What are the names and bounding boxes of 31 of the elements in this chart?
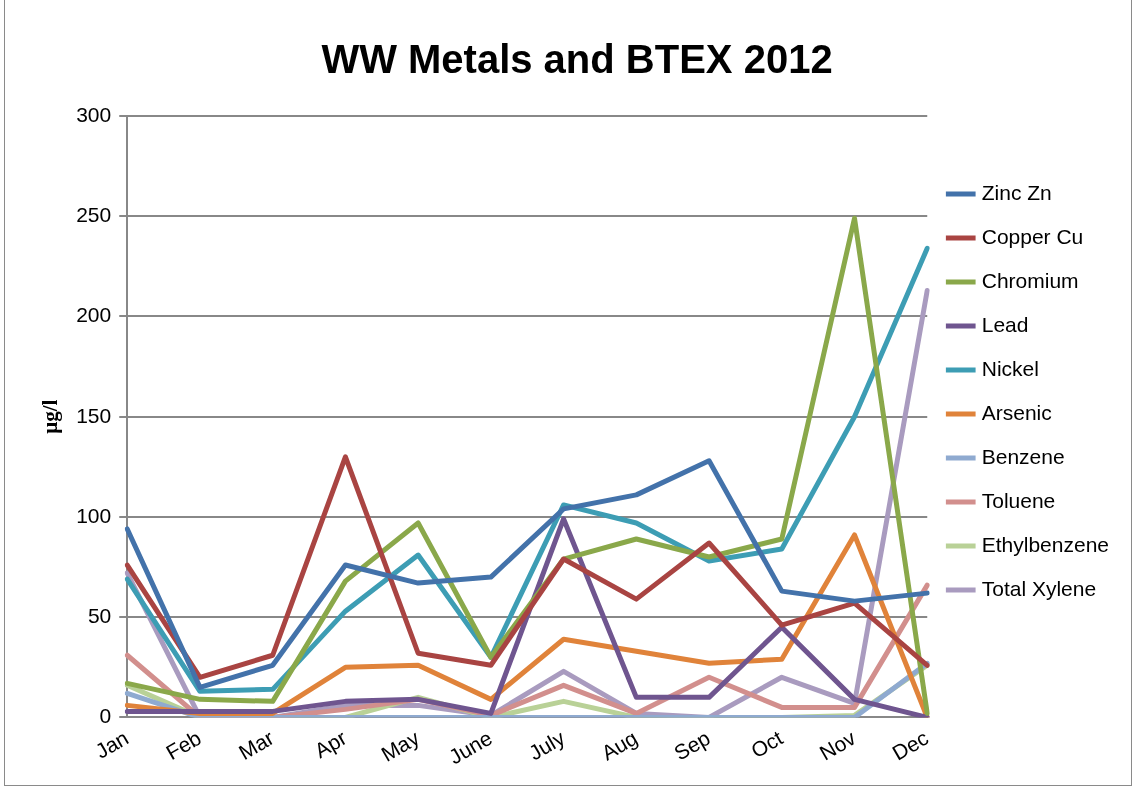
legend-label: Ethylbenzene (981, 532, 1109, 556)
y-tick-label: 250 (76, 203, 112, 227)
x-tick-label: Mar (234, 725, 278, 764)
chart-title: WW Metals and BTEX 2012 (321, 37, 833, 82)
x-tick-label: Sep (670, 725, 714, 765)
x-tick-label: Nov (815, 725, 860, 765)
y-tick-label: 150 (76, 403, 112, 427)
legend-label: Lead (981, 312, 1029, 336)
y-tick-label: 100 (76, 503, 112, 527)
legend-label: Nickel (981, 356, 1039, 380)
x-tick-label: Feb (162, 725, 205, 764)
x-tick-label: Aug (597, 725, 642, 765)
legend-label: Chromium (981, 268, 1079, 292)
x-tick-label: July (524, 725, 569, 765)
legend-label: Benzene (981, 444, 1065, 468)
x-tick-label: May (377, 725, 424, 766)
y-tick-label: 300 (76, 102, 112, 126)
x-tick-label: Apr (310, 725, 351, 763)
legend-label: Copper Cu (981, 224, 1084, 248)
x-tick-label: June (444, 725, 496, 769)
x-tick-label: Dec (888, 725, 933, 765)
y-tick-label: 200 (76, 303, 112, 327)
x-tick-label: Jan (91, 725, 133, 763)
legend-label: Toluene (981, 488, 1056, 512)
y-tick-label: 50 (87, 603, 112, 627)
y-axis-title: µg/l (38, 399, 63, 434)
y-tick-label: 0 (99, 704, 112, 728)
legend-label: Zinc Zn (981, 180, 1052, 204)
legend-label: Total Xylene (981, 576, 1097, 600)
x-tick-label: Oct (746, 725, 787, 763)
legend-label: Arsenic (981, 400, 1052, 424)
